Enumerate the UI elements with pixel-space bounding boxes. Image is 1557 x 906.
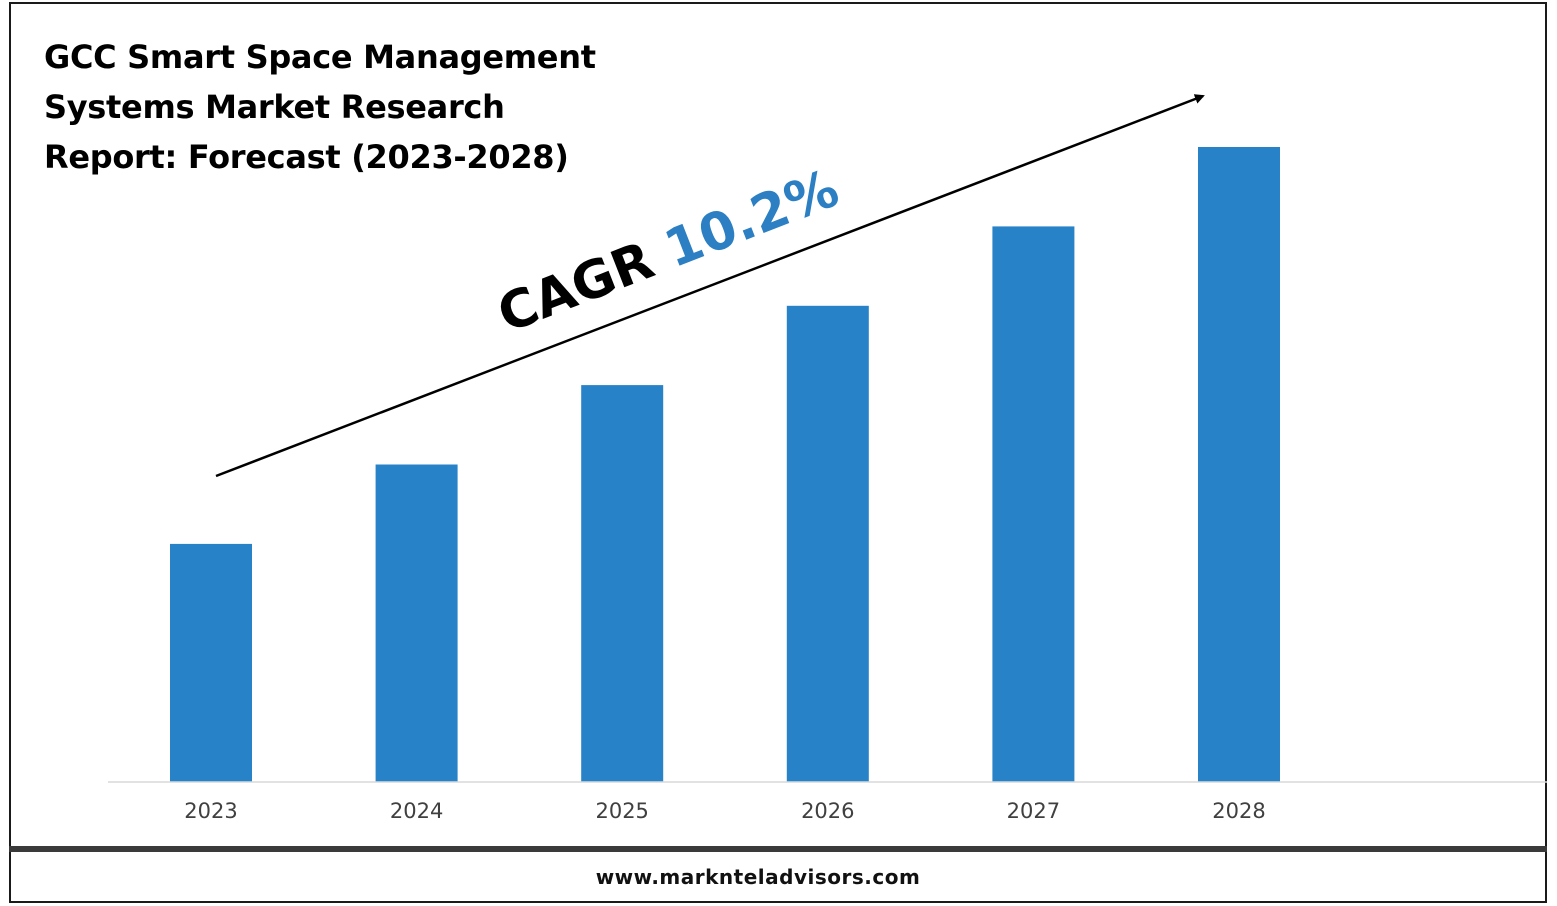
bar-2023 (170, 543, 252, 782)
tick-label-2023: 2023 (184, 799, 237, 823)
bar-2026 (786, 305, 869, 783)
bar-2028 (1198, 147, 1280, 782)
bar-2024 (375, 464, 458, 782)
tick-label-2026: 2026 (801, 799, 854, 823)
bars-group (170, 147, 1280, 783)
tick-label-2027: 2027 (1007, 799, 1060, 823)
title-line-2: Systems Market Research (44, 88, 505, 126)
cagr-value: 10.2% (657, 159, 847, 280)
tick-label-2024: 2024 (390, 799, 443, 823)
trend-arrow (215, 94, 1205, 478)
footer: www.marknteladvisors.com (9, 852, 1547, 903)
tick-labels-group: 2023 2024 2025 2026 2027 2028 (184, 799, 1265, 823)
chart-title: GCC Smart Space Management Systems Marke… (44, 32, 664, 182)
bar-2025 (581, 385, 664, 782)
title-line-1: GCC Smart Space Management (44, 38, 596, 76)
title-line-3: Report: Forecast (2023-2028) (44, 138, 569, 176)
footer-url: www.marknteladvisors.com (595, 864, 921, 889)
chart-frame (9, 2, 1547, 846)
tick-label-2028: 2028 (1212, 799, 1265, 823)
bar-2027 (992, 226, 1075, 782)
tick-label-2025: 2025 (595, 799, 648, 823)
cagr-label: CAGR (490, 231, 662, 345)
footer-divider (9, 846, 1547, 852)
